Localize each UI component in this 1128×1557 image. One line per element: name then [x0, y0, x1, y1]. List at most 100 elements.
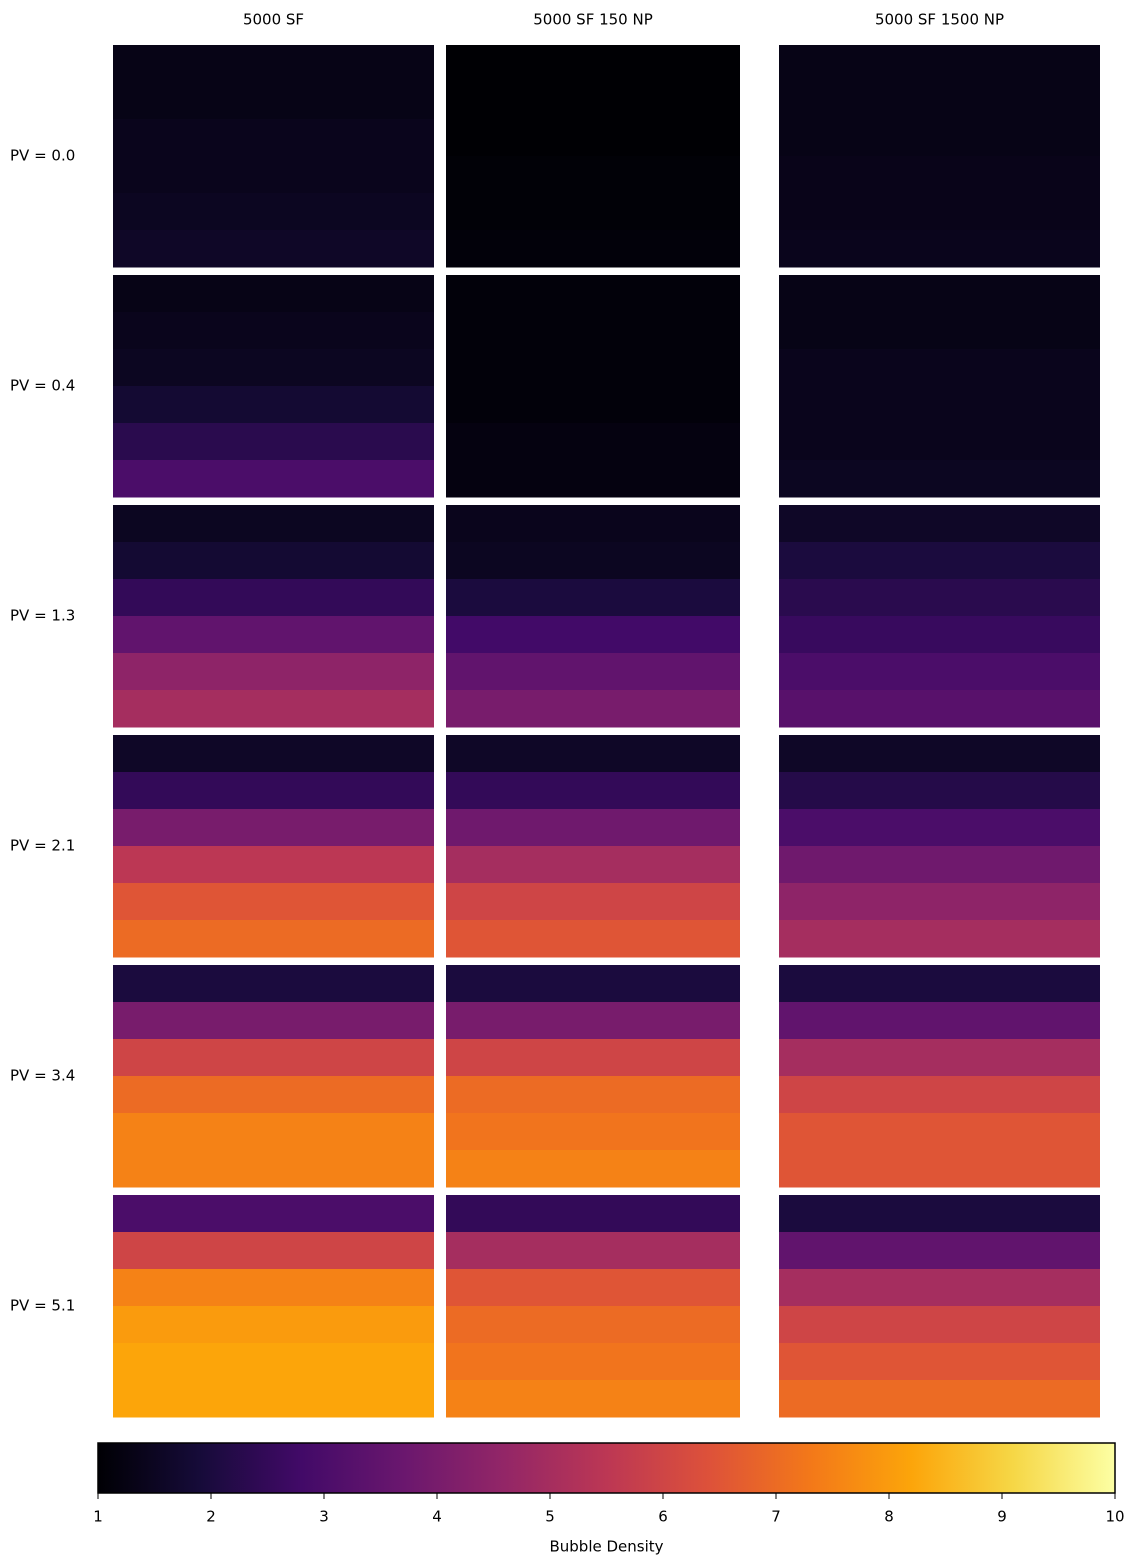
density-band	[446, 809, 740, 847]
density-band	[113, 505, 434, 543]
density-band	[446, 735, 740, 773]
density-band	[113, 119, 434, 157]
panel	[113, 1195, 434, 1418]
density-band	[779, 45, 1100, 83]
density-band	[446, 920, 740, 958]
row-label: PV = 0.4	[10, 377, 75, 395]
density-band	[113, 82, 434, 120]
colorbar-tick-label: 2	[206, 1508, 216, 1526]
density-band	[113, 45, 434, 83]
row-label: PV = 0.0	[10, 147, 75, 165]
colorbar-tick-label: 3	[319, 1508, 329, 1526]
panel	[113, 505, 434, 728]
density-band	[779, 1076, 1100, 1114]
colorbar-tick-label: 10	[1105, 1508, 1124, 1526]
density-band	[779, 312, 1100, 350]
panel	[446, 1195, 740, 1418]
density-band	[446, 1380, 740, 1418]
colorbar-tick-label: 1	[93, 1508, 103, 1526]
density-band	[113, 690, 434, 728]
density-band	[446, 119, 740, 157]
density-band	[446, 1076, 740, 1114]
density-band	[779, 1269, 1100, 1307]
row-label: PV = 3.4	[10, 1067, 75, 1085]
density-band	[113, 1113, 434, 1151]
density-band	[446, 1113, 740, 1151]
density-band	[113, 1076, 434, 1114]
density-band	[446, 965, 740, 1003]
density-band	[779, 883, 1100, 921]
panel	[446, 45, 740, 268]
density-band	[779, 772, 1100, 810]
density-band	[446, 542, 740, 580]
density-band	[446, 1150, 740, 1188]
density-band	[779, 275, 1100, 313]
density-band	[113, 542, 434, 580]
density-band	[779, 616, 1100, 654]
density-band	[779, 505, 1100, 543]
density-band	[779, 1195, 1100, 1233]
density-band	[779, 1232, 1100, 1270]
density-band	[113, 156, 434, 194]
density-band	[446, 1306, 740, 1344]
density-band	[113, 1150, 434, 1188]
panel	[446, 505, 740, 728]
panel	[446, 275, 740, 498]
density-band	[446, 45, 740, 83]
colorbar-tick-label: 4	[432, 1508, 442, 1526]
density-band	[446, 193, 740, 231]
density-band	[113, 772, 434, 810]
density-band	[779, 846, 1100, 884]
row-label: PV = 2.1	[10, 837, 75, 855]
density-band	[779, 690, 1100, 728]
density-band	[446, 1039, 740, 1077]
density-band	[113, 1343, 434, 1381]
panel	[779, 45, 1100, 268]
density-band	[113, 460, 434, 498]
density-band	[446, 690, 740, 728]
colorbar-tick-label: 5	[545, 1508, 555, 1526]
density-band	[446, 883, 740, 921]
density-band	[446, 505, 740, 543]
density-band	[779, 965, 1100, 1003]
density-band	[779, 349, 1100, 387]
density-band	[446, 616, 740, 654]
density-band	[113, 616, 434, 654]
density-band	[113, 423, 434, 461]
panel	[779, 965, 1100, 1188]
density-band	[446, 1269, 740, 1307]
density-band	[446, 846, 740, 884]
density-band	[446, 1232, 740, 1270]
density-band	[113, 920, 434, 958]
density-band	[113, 965, 434, 1003]
colorbar-tick-label: 6	[658, 1508, 668, 1526]
density-band	[113, 1002, 434, 1040]
density-band	[446, 275, 740, 313]
panel	[113, 45, 434, 268]
density-band	[779, 1002, 1100, 1040]
density-band	[113, 1380, 434, 1418]
density-band	[446, 82, 740, 120]
colorbar	[97, 1442, 1116, 1494]
colorbar-tick-label: 9	[997, 1508, 1007, 1526]
density-band	[779, 386, 1100, 424]
density-band	[446, 1343, 740, 1381]
density-band	[779, 230, 1100, 268]
column-title: 5000 SF	[243, 11, 304, 29]
density-band	[779, 156, 1100, 194]
density-band	[779, 1039, 1100, 1077]
panel	[446, 965, 740, 1188]
row-label: PV = 1.3	[10, 607, 75, 625]
density-band	[113, 349, 434, 387]
density-band	[446, 772, 740, 810]
density-band	[779, 119, 1100, 157]
density-band	[779, 920, 1100, 958]
density-band	[113, 1195, 434, 1233]
density-band	[113, 1039, 434, 1077]
density-band	[113, 312, 434, 350]
density-band	[446, 1002, 740, 1040]
density-band	[779, 460, 1100, 498]
density-band	[113, 846, 434, 884]
density-band	[113, 230, 434, 268]
